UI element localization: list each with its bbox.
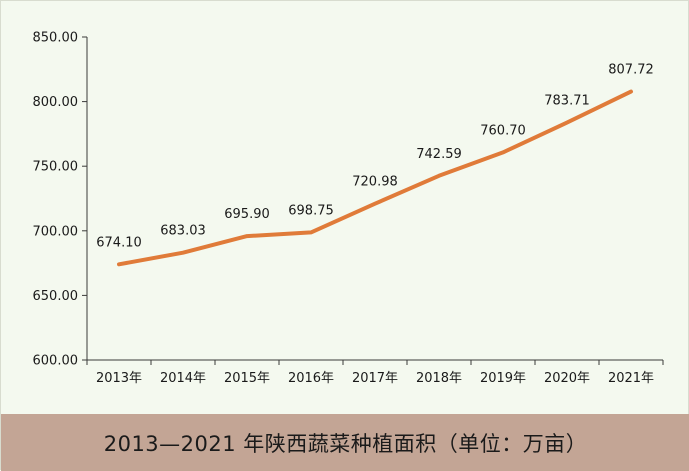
data-point xyxy=(181,251,185,255)
data-label: 695.90 xyxy=(224,207,270,222)
data-label: 760.70 xyxy=(480,123,526,138)
data-point xyxy=(309,230,313,234)
data-label: 683.03 xyxy=(160,224,206,239)
y-tick-label: 600.00 xyxy=(33,354,79,369)
data-label: 674.10 xyxy=(96,235,142,250)
x-tick-label: 2019年 xyxy=(480,371,526,386)
data-label: 698.75 xyxy=(288,203,334,218)
y-tick-label: 700.00 xyxy=(33,224,79,239)
y-tick-label: 850.00 xyxy=(33,31,79,46)
chart-title: 2013—2021 年陕西蔬菜种植面积（单位：万亩） xyxy=(103,431,588,456)
x-tick-label: 2015年 xyxy=(224,371,270,386)
x-tick-label: 2017年 xyxy=(352,371,398,386)
caption-bar: 2013—2021 年陕西蔬菜种植面积（单位：万亩） xyxy=(1,414,689,471)
x-tick-label: 2020年 xyxy=(544,371,590,386)
data-label: 783.71 xyxy=(544,94,590,109)
data-point xyxy=(565,121,569,125)
line-chart: 600.00 650.00 700.00 750.00 800.00 850.00 2013… xyxy=(33,31,664,386)
x-tick-label: 2014年 xyxy=(160,371,206,386)
y-tick-label: 650.00 xyxy=(33,289,79,304)
data-point xyxy=(437,174,441,178)
data-point xyxy=(501,150,505,154)
x-tick-label: 2016年 xyxy=(288,371,334,386)
x-tick-label: 2021年 xyxy=(608,371,654,386)
data-point xyxy=(629,90,633,94)
data-point xyxy=(117,262,121,266)
data-label: 720.98 xyxy=(352,175,398,190)
x-tick-label: 2013年 xyxy=(96,371,142,386)
y-tick-label: 800.00 xyxy=(33,95,79,110)
data-label: 742.59 xyxy=(416,147,462,162)
x-tick-label: 2018年 xyxy=(416,371,462,386)
y-tick-label: 750.00 xyxy=(33,160,79,175)
data-label: 807.72 xyxy=(608,63,654,78)
data-point xyxy=(373,202,377,206)
series-line xyxy=(117,89,633,267)
data-point xyxy=(245,234,249,238)
